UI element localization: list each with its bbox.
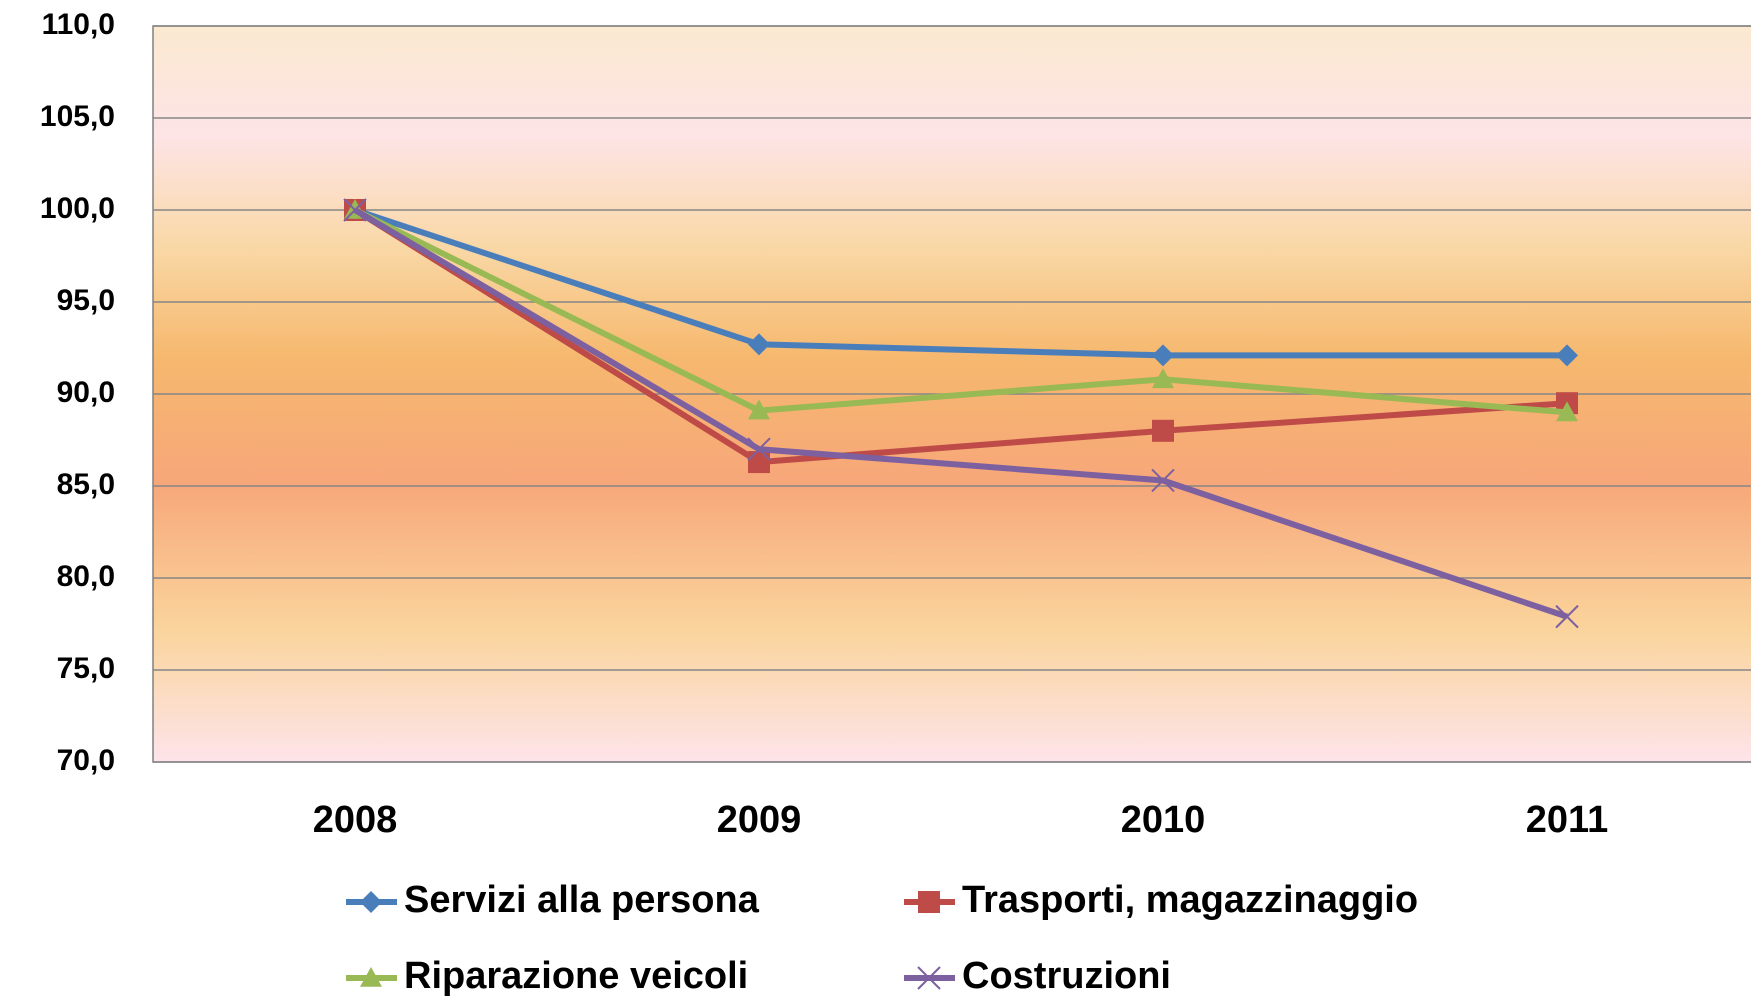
marker	[1556, 401, 1578, 422]
legend-marker	[360, 967, 382, 987]
y-tick-label: 110,0	[42, 8, 115, 41]
marker	[748, 451, 770, 474]
x-tick-label: 2008	[313, 799, 398, 841]
y-tick-label: 100,0	[40, 192, 115, 225]
y-tick-label: 95,0	[57, 284, 115, 317]
series-line	[354, 207, 1567, 359]
marker	[343, 198, 367, 222]
legend-label: Servizi alla persona	[404, 879, 760, 921]
marker	[1151, 468, 1175, 493]
marker	[1152, 368, 1174, 389]
y-tick-label: 85,0	[57, 468, 115, 501]
marker	[1152, 419, 1174, 442]
x-tick-label: 2010	[1121, 799, 1206, 841]
y-tick-label: 80,0	[57, 560, 115, 593]
series-line	[353, 207, 1568, 466]
legend-marker	[360, 891, 382, 913]
legend-label: Costruzioni	[962, 955, 1171, 997]
legend-label: Riparazione veicoli	[404, 955, 748, 997]
series-line	[353, 207, 1568, 416]
legend-label: Trasporti, magazzinaggio	[962, 879, 1418, 921]
y-tick-label: 90,0	[57, 376, 115, 409]
marker	[1152, 344, 1174, 367]
y-tick-label: 105,0	[40, 100, 115, 133]
y-tick-label: 70,0	[57, 744, 115, 777]
marker	[748, 333, 770, 356]
marker	[747, 437, 771, 461]
marker	[1556, 344, 1578, 367]
legend-marker	[918, 891, 940, 913]
x-tick-label: 2011	[1526, 799, 1608, 841]
y-tick-label: 75,0	[57, 652, 115, 685]
marker	[1555, 604, 1579, 629]
series-line	[353, 207, 1568, 620]
marker	[748, 399, 770, 420]
x-tick-label: 2009	[717, 799, 802, 841]
legend-marker	[917, 966, 941, 990]
